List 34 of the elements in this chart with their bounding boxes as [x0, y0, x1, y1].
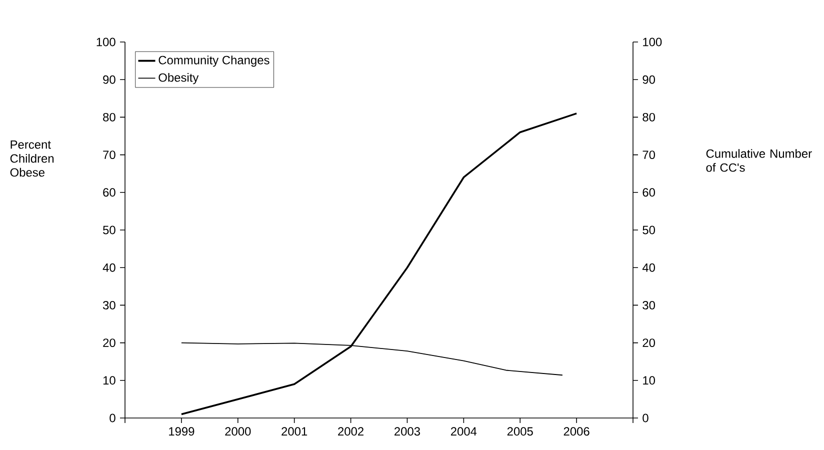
legend-label: Community Changes — [158, 56, 270, 67]
y2-tick-label: 50 — [642, 226, 656, 234]
y-tick-label: 60 — [103, 188, 116, 197]
y-tick-label: 70 — [103, 150, 116, 160]
y-tick-label: 40 — [102, 263, 116, 272]
x-tick-label: 1999 — [169, 427, 194, 436]
y-tick-label: 10 — [103, 376, 116, 385]
y-tick-label: 20 — [103, 338, 116, 348]
y-tick-label: 90 — [103, 75, 116, 84]
x-tick-label: 2003 — [394, 427, 420, 436]
y2-tick-label: 20 — [642, 338, 656, 348]
y2-axis-title: Cumulative Number of CC's — [706, 149, 812, 172]
x-tick-label: 2004 — [450, 427, 477, 436]
y2-tick-label: 100 — [643, 38, 662, 46]
y2-tick-label: 70 — [642, 150, 656, 160]
x-tick-label: 2001 — [282, 427, 308, 436]
y-tick-label: 0 — [110, 414, 116, 422]
y2-tick-label: 60 — [642, 188, 656, 197]
y-axis-title: Percent Children Obese — [10, 140, 54, 177]
x-tick-label: 2006 — [564, 427, 590, 436]
x-tick-label: 2000 — [225, 427, 251, 436]
y-tick-label: 80 — [103, 112, 116, 122]
x-tick-label: 2005 — [507, 427, 533, 436]
y2-tick-label: 0 — [642, 414, 648, 422]
y2-tick-label: 90 — [642, 75, 656, 84]
y-tick-label: 30 — [102, 300, 116, 310]
y2-tick-label: 80 — [642, 112, 656, 122]
legend-label: Obesity — [158, 73, 199, 84]
y2-tick-label: 40 — [642, 263, 656, 272]
y2-tick-label: 10 — [643, 376, 656, 385]
y-tick-label: 100 — [96, 38, 116, 46]
y-tick-label: 50 — [103, 226, 116, 234]
x-tick-label: 2002 — [338, 427, 364, 436]
y2-tick-label: 30 — [642, 300, 656, 310]
